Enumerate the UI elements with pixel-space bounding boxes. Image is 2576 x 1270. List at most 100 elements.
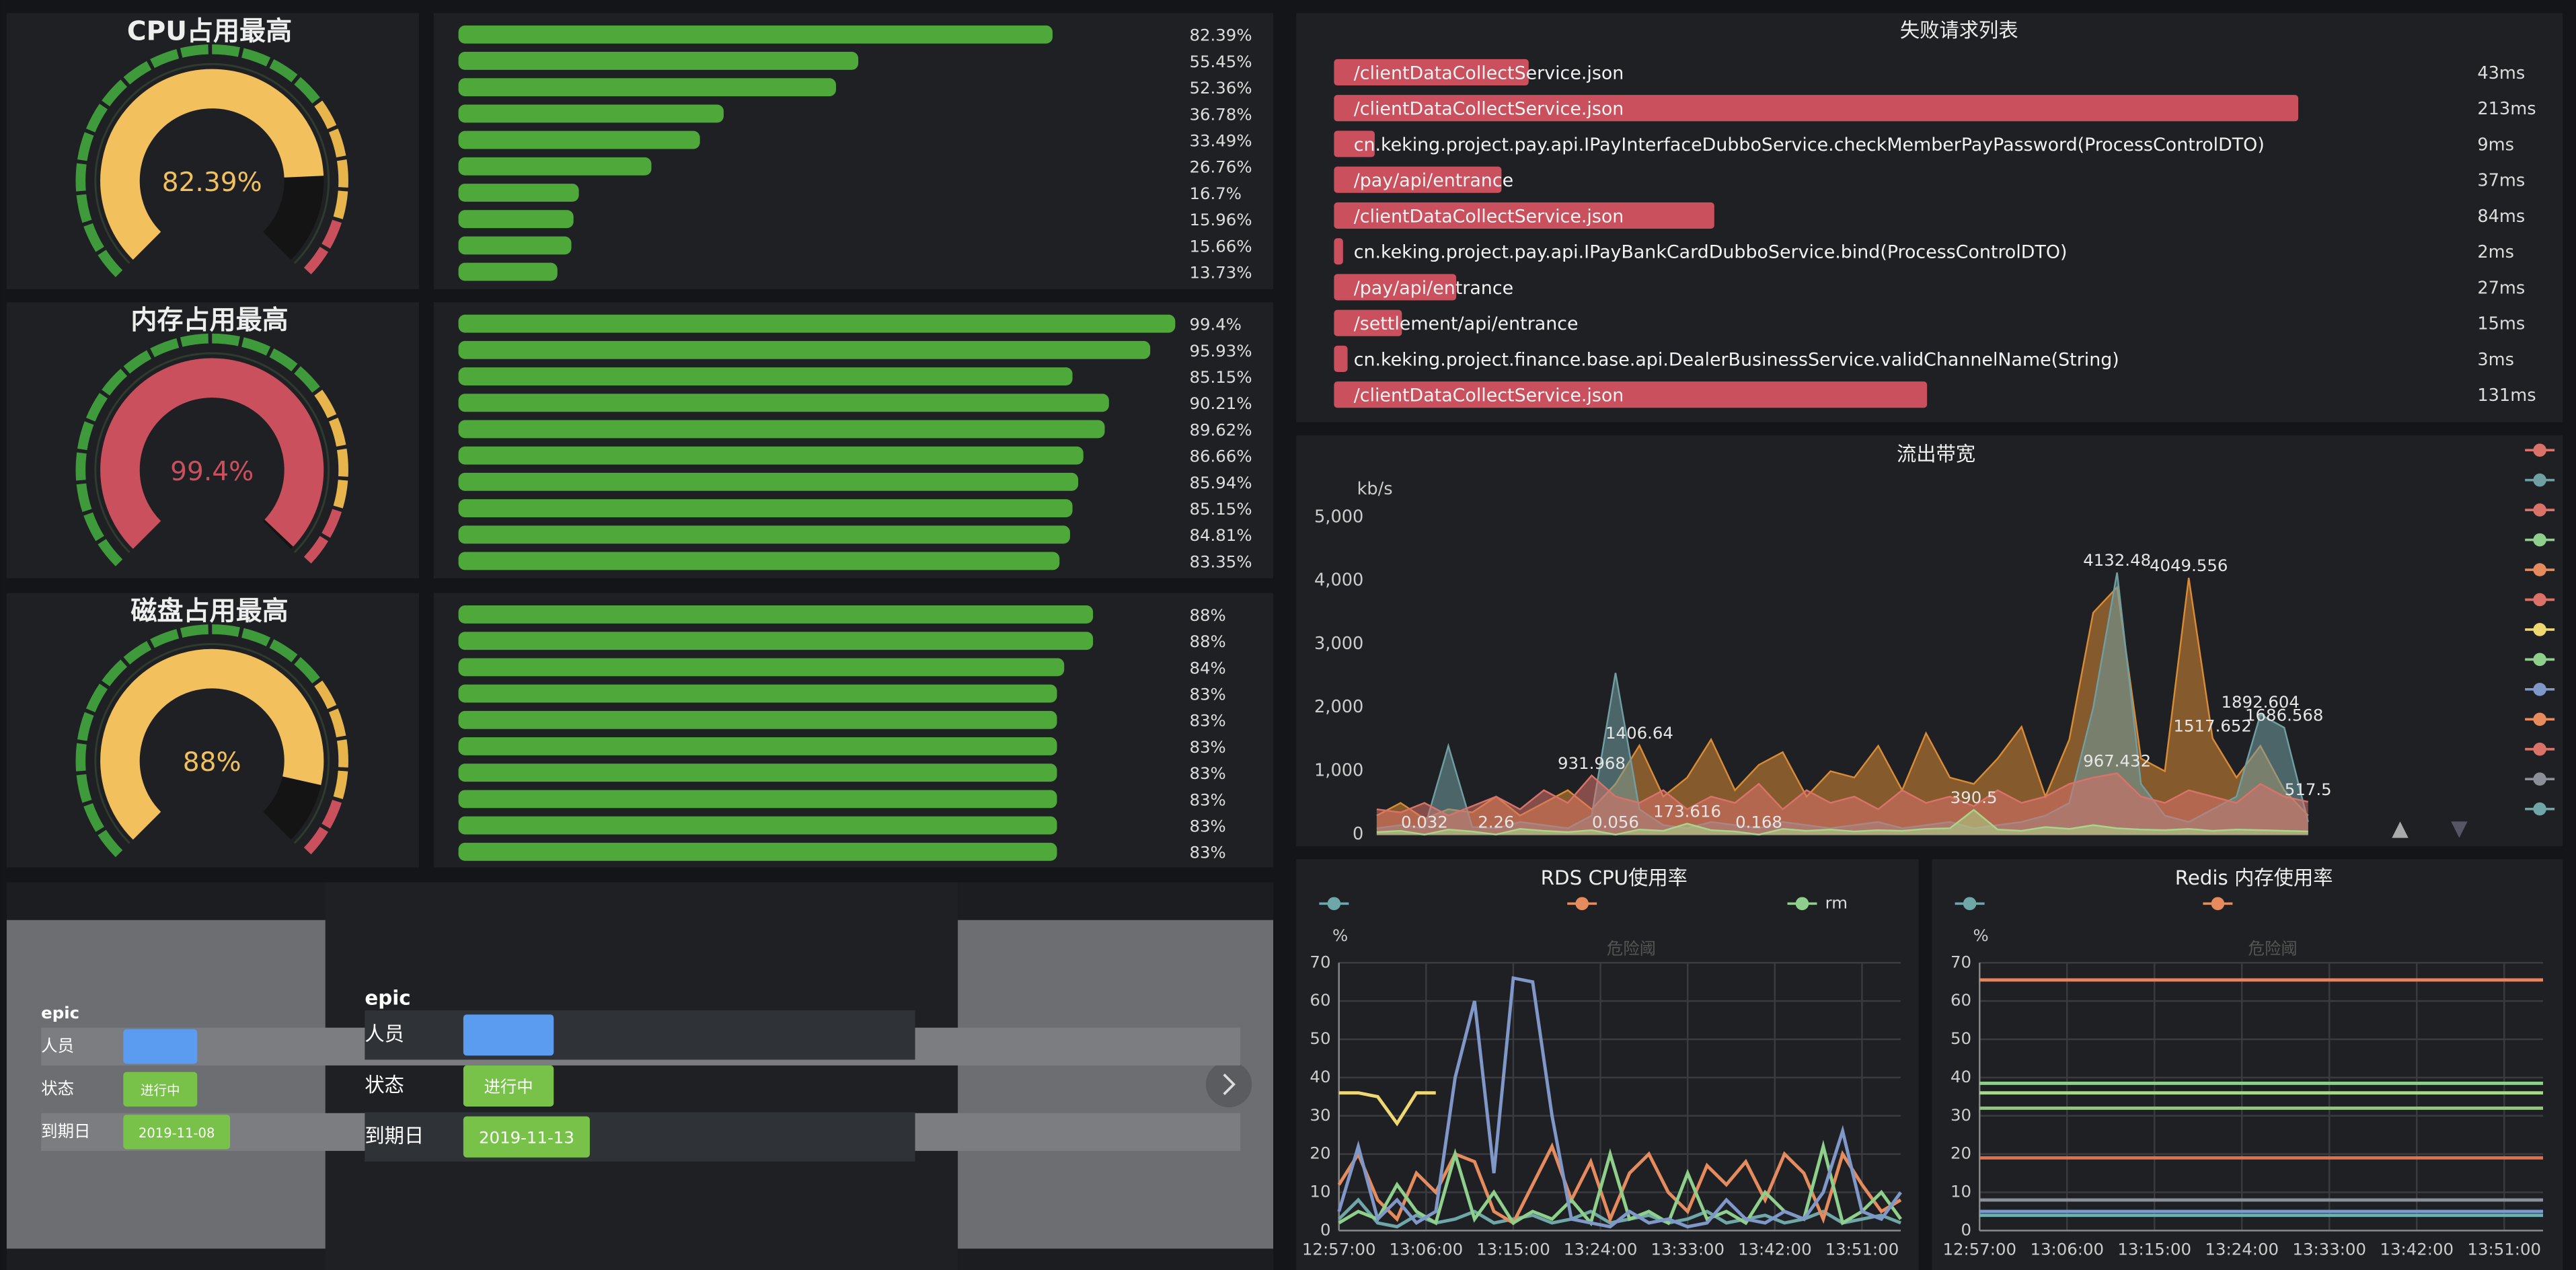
panel: [6, 593, 419, 868]
bar: [1334, 202, 1714, 229]
legend-marker: [2533, 563, 2546, 576]
carousel-next-icon[interactable]: [1223, 1074, 1236, 1095]
bar: [458, 210, 574, 229]
legend-page-up[interactable]: [2392, 821, 2409, 838]
request-path: /clientDataCollectService.json: [1354, 206, 1624, 227]
gauge-ring: [314, 389, 337, 418]
chart-title: RDS CPU使用率: [1541, 866, 1688, 889]
y-tick-label: 50: [1310, 1029, 1330, 1048]
bar-value-label: 213ms: [2477, 99, 2536, 119]
data-label: 967.432: [2083, 751, 2151, 770]
bar-value-label: 27ms: [2477, 278, 2525, 298]
bar-value-label: 3ms: [2477, 350, 2514, 370]
gauge-ring: [241, 48, 271, 67]
bar: [1334, 95, 2299, 122]
field-chip: [123, 1115, 231, 1150]
gauge-title: 磁盘占用最高: [130, 597, 288, 627]
bar: [458, 632, 1094, 650]
gauge-ring: [336, 159, 348, 188]
gauge-ring: [123, 640, 152, 665]
legend-marker: [2533, 443, 2546, 457]
panel: [1932, 859, 2563, 1270]
x-tick-label: 13:06:00: [2030, 1240, 2104, 1259]
gauge-ring: [75, 743, 87, 772]
bar-value-label: 83%: [1189, 843, 1225, 862]
gauge-title: 内存占用最高: [130, 305, 288, 336]
bar-value-label: 83%: [1189, 817, 1225, 836]
gauge-ring: [294, 366, 320, 393]
area-line: [1376, 809, 2308, 835]
gauge-ring: [336, 739, 348, 768]
bar-value-label: 83%: [1189, 711, 1225, 731]
bar-value-label: 16.7%: [1189, 184, 1242, 203]
bar-value-label: 88%: [1189, 605, 1225, 625]
bar-value-label: 37ms: [2477, 171, 2525, 191]
gauge-ring: [75, 452, 87, 481]
bar: [458, 790, 1057, 809]
gauge-ring: [85, 104, 108, 133]
gauge-ring: [314, 680, 337, 710]
gauge-ring: [336, 448, 348, 477]
bar-value-label: 13.73%: [1189, 263, 1252, 283]
legend-marker: [1963, 897, 1977, 911]
data-label: 517.5: [2285, 780, 2332, 799]
gauge-ring: [212, 333, 240, 346]
gauge-value: 99.4%: [170, 457, 254, 487]
gauge-ring: [321, 799, 342, 829]
gauge-ring: [303, 246, 329, 274]
legend-marker: [2533, 652, 2546, 667]
field-value: 2019-11-08: [139, 1125, 215, 1141]
area-line: [1376, 772, 2309, 817]
gauge-ring: [321, 509, 342, 538]
field-value: 2019-11-13: [479, 1128, 574, 1148]
y-axis-label: %: [1973, 926, 1988, 945]
data-label: 1517.652: [2173, 716, 2251, 736]
legend-marker: [2533, 533, 2546, 547]
series-line: [1338, 1140, 1903, 1227]
y-tick-label: 20: [1310, 1144, 1330, 1163]
data-label: 2.26: [1478, 812, 1514, 831]
bar-value-label: 86.66%: [1189, 447, 1252, 466]
y-tick-label: 1,000: [1314, 760, 1363, 780]
request-path: /settlement/api/entrance: [1354, 313, 1579, 334]
carousel-next-button[interactable]: [1205, 1061, 1252, 1108]
gauge-value: 88%: [183, 747, 241, 778]
bar: [458, 262, 558, 281]
data-label: 4049.556: [2150, 556, 2228, 575]
field-row: [365, 1112, 915, 1162]
bar-value-label: 131ms: [2477, 385, 2536, 406]
bar: [458, 130, 700, 149]
threshold-label: 危险阈: [2248, 939, 2298, 959]
legend-page-down[interactable]: [2451, 821, 2468, 838]
bar: [458, 25, 1053, 44]
bar: [458, 184, 579, 202]
bar: [458, 78, 836, 97]
gauge-ring: [180, 44, 209, 58]
y-tick-label: 10: [1950, 1182, 1971, 1201]
bar-value-label: 89.62%: [1189, 420, 1252, 439]
panel-title: 失败请求列表: [1900, 19, 2018, 42]
series-line: [1337, 976, 1903, 1229]
data-label: 390.5: [1950, 788, 1998, 807]
x-tick-label: 13:15:00: [2117, 1240, 2191, 1259]
gauge-ring: [83, 223, 104, 252]
legend-marker: [1575, 897, 1589, 911]
bar: [1334, 274, 1457, 301]
x-tick-label: 12:57:00: [1942, 1240, 2016, 1259]
bar-value-label: 83%: [1189, 790, 1225, 809]
chart-title: Redis 内存使用率: [2175, 866, 2333, 889]
x-tick-label: 12:57:00: [1302, 1240, 1376, 1259]
gauge-ring: [241, 337, 271, 356]
bar-value-label: 82.39%: [1189, 26, 1252, 45]
series-line: [1338, 1091, 1436, 1127]
bar: [1334, 59, 1529, 86]
gauge-ring: [150, 629, 180, 648]
field-value: 进行中: [141, 1082, 180, 1098]
bar: [458, 658, 1065, 677]
bar: [458, 340, 1151, 359]
request-path: /pay/api/entrance: [1354, 170, 1513, 191]
gauge-ring: [85, 683, 108, 713]
gauge-ring: [76, 194, 92, 223]
y-tick-label: 30: [1950, 1105, 1971, 1125]
